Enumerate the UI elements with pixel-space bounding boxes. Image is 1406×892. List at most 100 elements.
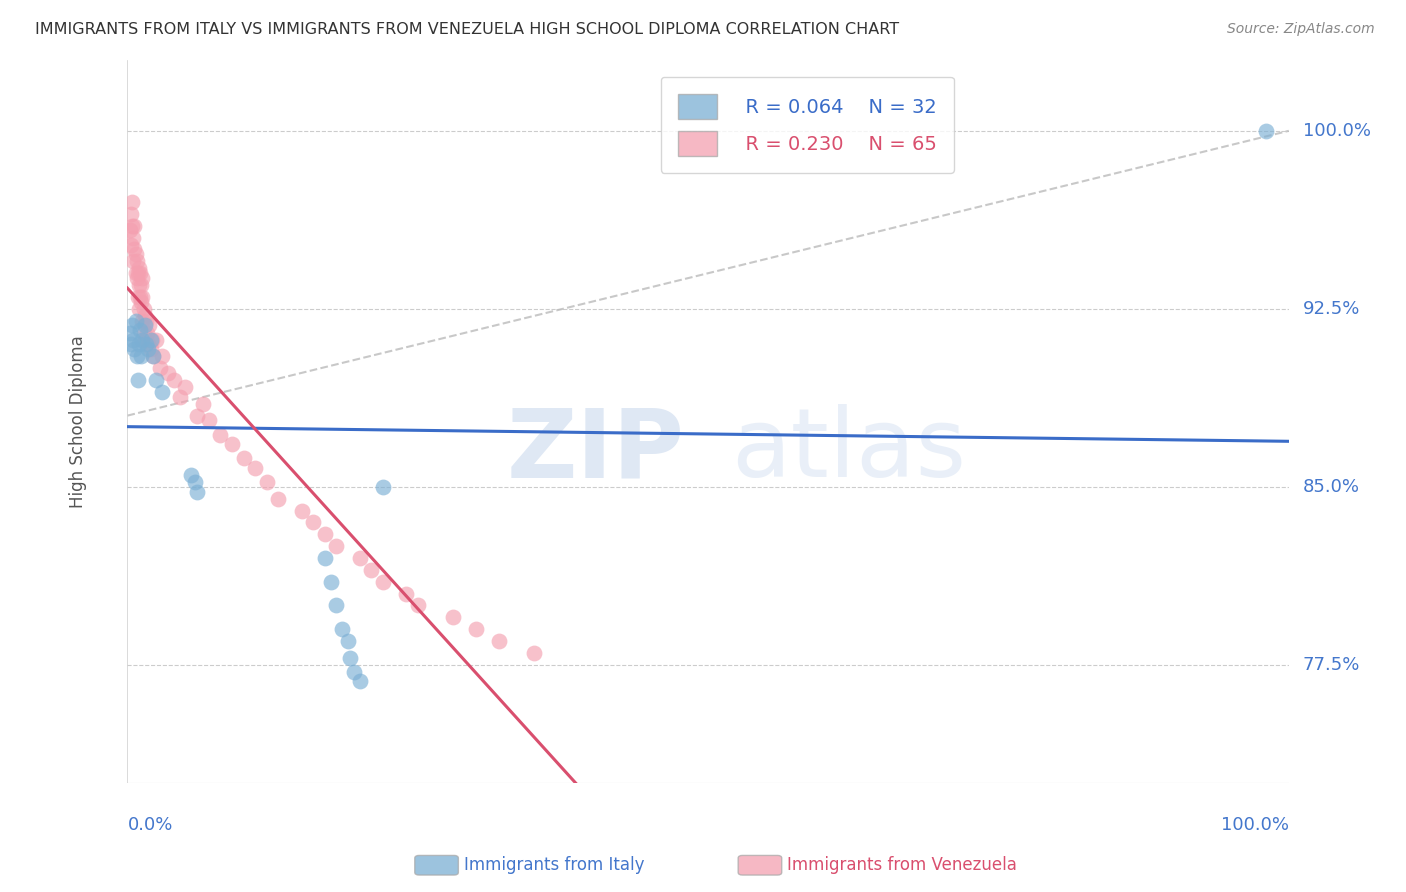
- Point: [131, 278, 153, 293]
- Point: [128, 337, 150, 351]
- Point: [128, 301, 150, 316]
- Point: [291, 503, 314, 517]
- Point: [138, 318, 160, 333]
- Point: [121, 194, 143, 209]
- Point: [209, 427, 232, 442]
- Point: [122, 230, 145, 244]
- Point: [243, 460, 266, 475]
- Point: [371, 574, 394, 589]
- Point: [131, 271, 153, 285]
- Point: [150, 349, 173, 363]
- Point: [267, 491, 290, 506]
- Point: [131, 349, 153, 363]
- Point: [134, 318, 156, 333]
- Point: [125, 349, 148, 363]
- Point: [121, 219, 143, 233]
- Point: [122, 333, 145, 347]
- Text: 92.5%: 92.5%: [1303, 300, 1360, 318]
- Point: [134, 309, 156, 323]
- Point: [488, 634, 510, 648]
- Point: [256, 475, 278, 489]
- Point: [325, 599, 347, 613]
- Legend:   R = 0.064    N = 32,   R = 0.230    N = 65: R = 0.064 N = 32, R = 0.230 N = 65: [661, 77, 953, 173]
- Point: [127, 290, 149, 304]
- Text: 77.5%: 77.5%: [1303, 656, 1360, 673]
- Point: [129, 290, 152, 304]
- Point: [314, 551, 336, 566]
- Point: [149, 361, 172, 376]
- Point: [523, 646, 546, 660]
- Point: [118, 223, 141, 237]
- Point: [129, 323, 152, 337]
- Point: [464, 622, 486, 636]
- Text: Immigrants from Venezuela: Immigrants from Venezuela: [787, 856, 1017, 874]
- Text: 85.0%: 85.0%: [1303, 478, 1360, 496]
- Point: [136, 326, 159, 340]
- Point: [349, 674, 371, 689]
- Point: [163, 373, 186, 387]
- Point: [186, 484, 208, 499]
- Point: [136, 337, 159, 351]
- Text: Immigrants from Italy: Immigrants from Italy: [464, 856, 644, 874]
- Point: [121, 318, 143, 333]
- Point: [118, 326, 141, 340]
- Point: [441, 610, 464, 624]
- Point: [136, 342, 159, 356]
- Point: [180, 467, 202, 482]
- Text: ZIP: ZIP: [508, 404, 685, 497]
- Text: High School Diploma: High School Diploma: [69, 335, 87, 508]
- Text: 100.0%: 100.0%: [1220, 816, 1289, 834]
- Point: [174, 380, 197, 394]
- Point: [124, 243, 146, 257]
- Point: [395, 586, 418, 600]
- Point: [150, 384, 173, 399]
- Point: [197, 413, 219, 427]
- Point: [142, 349, 165, 363]
- Point: [127, 373, 149, 387]
- Point: [169, 390, 191, 404]
- Point: [314, 527, 336, 541]
- Point: [135, 314, 157, 328]
- Point: [134, 333, 156, 347]
- Point: [131, 294, 153, 309]
- Point: [406, 599, 429, 613]
- Point: [337, 634, 360, 648]
- Point: [139, 342, 162, 356]
- Point: [371, 480, 394, 494]
- Point: [120, 237, 142, 252]
- Point: [191, 397, 214, 411]
- Point: [141, 333, 163, 347]
- Text: atlas: atlas: [731, 404, 966, 497]
- Point: [124, 266, 146, 280]
- Point: [128, 278, 150, 293]
- Point: [122, 254, 145, 268]
- Point: [124, 219, 146, 233]
- Point: [349, 551, 371, 566]
- Point: [128, 261, 150, 276]
- Point: [124, 247, 146, 261]
- Point: [339, 650, 361, 665]
- Point: [330, 622, 353, 636]
- Point: [125, 271, 148, 285]
- Point: [132, 301, 155, 316]
- Point: [132, 326, 155, 340]
- Point: [184, 475, 207, 489]
- Point: [302, 516, 325, 530]
- Point: [360, 563, 382, 577]
- Text: 0.0%: 0.0%: [128, 816, 173, 834]
- Point: [131, 333, 153, 347]
- Point: [343, 665, 366, 679]
- Point: [145, 333, 167, 347]
- Point: [127, 266, 149, 280]
- Point: [319, 574, 342, 589]
- Text: IMMIGRANTS FROM ITALY VS IMMIGRANTS FROM VENEZUELA HIGH SCHOOL DIPLOMA CORRELATI: IMMIGRANTS FROM ITALY VS IMMIGRANTS FROM…: [35, 22, 900, 37]
- Point: [232, 451, 254, 466]
- Point: [124, 314, 146, 328]
- Point: [120, 337, 142, 351]
- Point: [186, 409, 208, 423]
- Point: [157, 366, 180, 380]
- Text: 100.0%: 100.0%: [1303, 122, 1371, 140]
- Point: [145, 373, 167, 387]
- Point: [124, 342, 146, 356]
- Point: [325, 539, 347, 553]
